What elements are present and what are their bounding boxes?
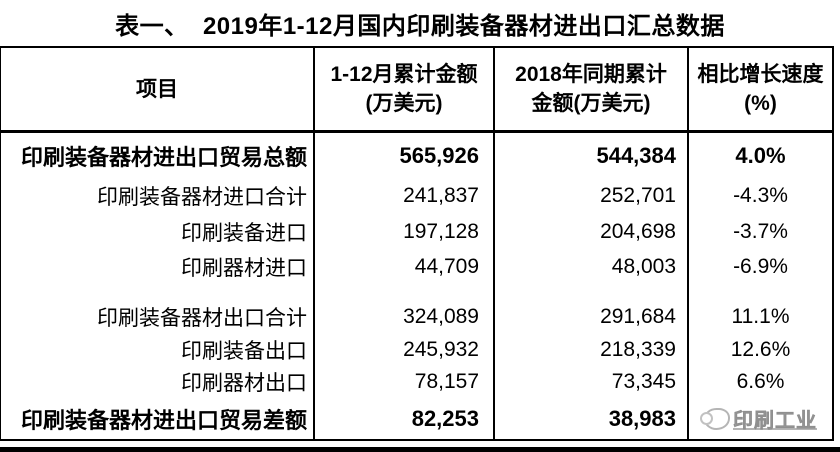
row-material-import-growth: -6.9% [687,249,832,284]
row-label-equip-export: 印刷装备出口 [181,340,307,363]
row-material-import-2018: 48,003 [493,249,687,284]
group-spacer [687,284,832,299]
row-export-total-growth: 11.1% [687,299,832,334]
row-equip-export-growth: 12.6% [687,334,832,366]
row-balance-2018: 38,983 [493,398,687,439]
row-label-equip-import: 印刷装备进口 [181,221,307,245]
watermark-text: 印刷工业 [733,410,817,433]
row-import-total-2019: 241,837 [313,178,493,214]
row-label-material-import: 印刷器材进口 [181,256,307,280]
row-import-total-growth: -4.3% [687,178,832,214]
row-label-balance: 印刷装备器材进出口贸易差额 [21,407,308,433]
row-equip-import-2018: 204,698 [493,214,687,249]
row-label-material-export: 印刷器材出口 [181,372,307,395]
row-export-total-2019: 324,089 [313,299,493,334]
row-label-import-total: 印刷装备器材进口合计 [97,186,307,209]
data-table: 项目 1-12月累计金额 (万美元) 2018年同期累计 金额(万美元) 相比增… [0,46,834,441]
table-bottom-rule [0,447,840,452]
watermark-logo-icon [700,407,730,430]
row-equip-export-2018: 218,339 [493,334,687,366]
row-total-growth: 4.0% [687,133,832,178]
group-spacer [1,284,313,299]
row-total-2019: 565,926 [313,133,493,178]
header-2019-line2: (万美元) [365,92,443,115]
header-growth: 相比增长速度 (%) [687,48,832,133]
header-2019-line1: 1-12月累计金额 [330,63,478,86]
row-label-export-total: 印刷装备器材出口合计 [97,306,307,330]
row-material-export-growth: 6.6% [687,366,832,398]
header-2019-amount: 1-12月累计金额 (万美元) [313,48,493,133]
header-growth-line1: 相比增长速度 [697,63,824,86]
row-material-export-2019: 78,157 [313,366,493,398]
table-title: 表一、 2019年1-12月国内印刷装备器材进出口汇总数据 [115,12,725,40]
header-project-label: 项目 [136,77,178,101]
row-material-export-2018: 73,345 [493,366,687,398]
header-project: 项目 [1,48,313,133]
header-growth-line2: (%) [744,92,777,115]
row-material-import-2019: 44,709 [313,249,493,284]
row-equip-import-2019: 197,128 [313,214,493,249]
row-equip-import-growth: -3.7% [687,214,832,249]
header-2018-line2: 金额(万美元) [531,92,651,115]
row-balance-growth: 印刷工业 [687,398,832,439]
header-2018-amount: 2018年同期累计 金额(万美元) [493,48,687,133]
row-import-total-2018: 252,701 [493,178,687,214]
row-total-2018: 544,384 [493,133,687,178]
group-spacer [313,284,493,299]
row-label-total: 印刷装备器材进出口贸易总额 [21,144,308,170]
group-spacer [493,284,687,299]
row-equip-export-2019: 245,932 [313,334,493,366]
row-export-total-2018: 291,684 [493,299,687,334]
row-balance-2019: 82,253 [313,398,493,439]
header-2018-line1: 2018年同期累计 [515,63,667,86]
